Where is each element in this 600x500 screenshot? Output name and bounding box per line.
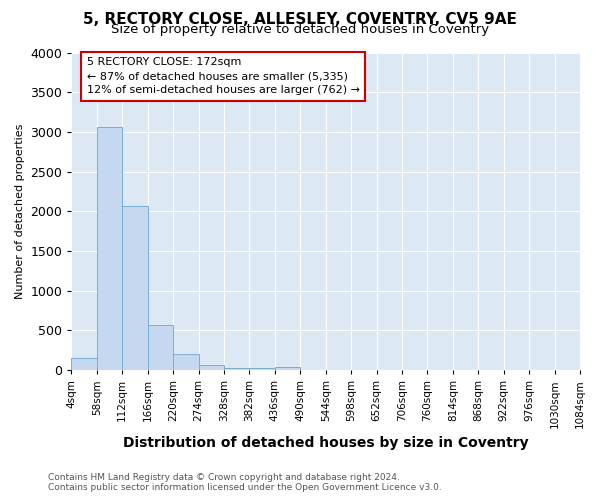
- Bar: [275, 367, 301, 370]
- Text: Size of property relative to detached houses in Coventry: Size of property relative to detached ho…: [111, 22, 489, 36]
- Bar: [224, 368, 250, 370]
- Bar: [199, 365, 224, 370]
- Bar: [97, 127, 122, 370]
- Text: 5, RECTORY CLOSE, ALLESLEY, COVENTRY, CV5 9AE: 5, RECTORY CLOSE, ALLESLEY, COVENTRY, CV…: [83, 12, 517, 28]
- Bar: [71, 358, 97, 370]
- Y-axis label: Number of detached properties: Number of detached properties: [15, 124, 25, 299]
- Bar: [173, 354, 199, 370]
- Bar: [148, 325, 173, 370]
- Bar: [250, 368, 275, 370]
- Bar: [122, 206, 148, 370]
- Text: 5 RECTORY CLOSE: 172sqm
← 87% of detached houses are smaller (5,335)
12% of semi: 5 RECTORY CLOSE: 172sqm ← 87% of detache…: [87, 58, 360, 96]
- X-axis label: Distribution of detached houses by size in Coventry: Distribution of detached houses by size …: [123, 436, 529, 450]
- Text: Contains HM Land Registry data © Crown copyright and database right 2024.
Contai: Contains HM Land Registry data © Crown c…: [48, 473, 442, 492]
